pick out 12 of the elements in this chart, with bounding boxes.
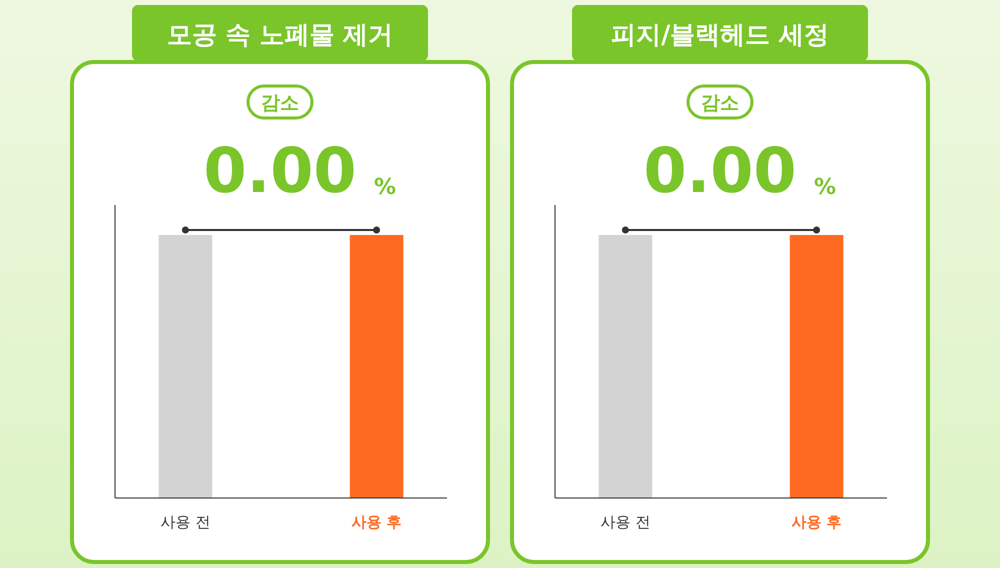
text: 0.00 bbox=[644, 134, 796, 207]
text: 감소 bbox=[701, 92, 739, 114]
x-tick-label: 사용 전 bbox=[600, 513, 650, 531]
x-tick-label: 사용 후 bbox=[791, 513, 842, 531]
text: 0.00 bbox=[204, 134, 356, 207]
text: 감소 bbox=[261, 92, 299, 114]
x-tick-label: 사용 후 bbox=[351, 513, 402, 531]
text: % bbox=[814, 175, 836, 200]
chart-title: 모공 속 노폐물 제거 bbox=[166, 20, 394, 49]
x-tick-label: 사용 전 bbox=[160, 513, 210, 531]
text: % bbox=[374, 175, 396, 200]
chart-title: 피지/블랙헤드 세정 bbox=[611, 20, 829, 49]
